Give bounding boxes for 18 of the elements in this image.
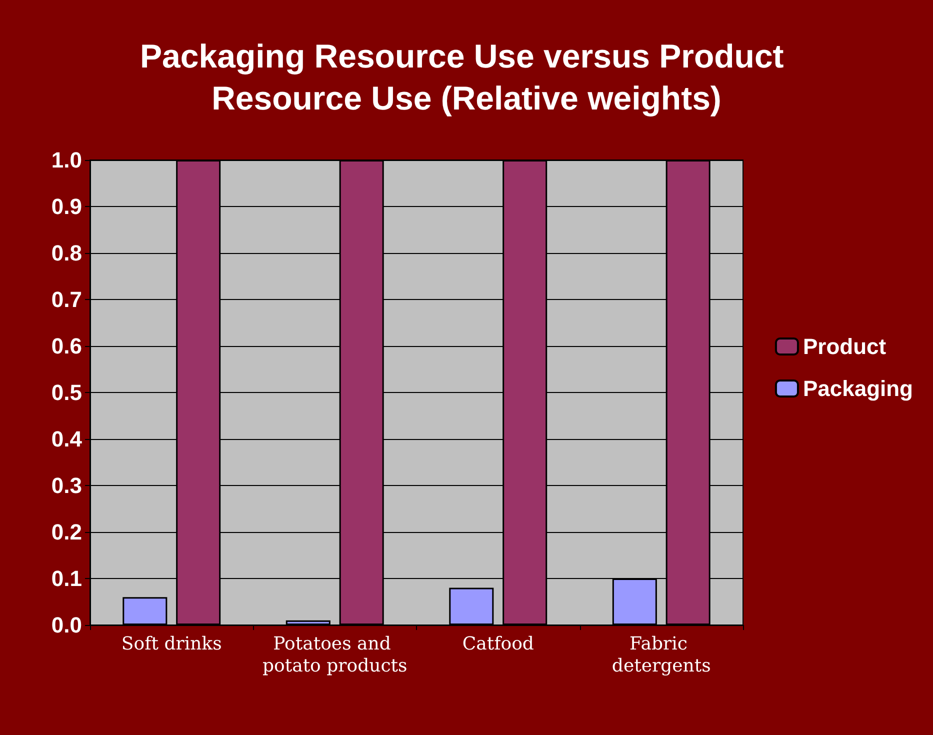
y-tick-label: 0.2: [51, 520, 82, 544]
x-tick-label: Potatoes and potato products: [262, 634, 408, 676]
chart-title: Packaging Resource Use versus Product Resource Use (Relative weights): [140, 38, 793, 116]
y-tick-label: 0.0: [51, 612, 82, 638]
y-tick-label: 1.0: [51, 148, 82, 172]
legend-label: Packaging: [802, 376, 914, 401]
y-tick-label: 0.5: [51, 380, 82, 405]
y-tick-label: 0.7: [51, 287, 82, 312]
y-tick-label: 0.6: [51, 334, 82, 358]
x-tick-label: Soft drinks: [121, 634, 222, 654]
y-tick-label: 0.3: [51, 473, 82, 498]
x-tick-label: Catfood: [462, 634, 534, 654]
x-tick-label: Fabric detergents: [612, 634, 711, 676]
y-tick-label: 0.4: [51, 426, 83, 452]
legend-label: Product: [802, 334, 887, 359]
y-tick-label: 0.8: [51, 240, 82, 266]
y-tick-label: 0.9: [51, 194, 82, 219]
y-tick-label: 0.1: [51, 566, 82, 591]
